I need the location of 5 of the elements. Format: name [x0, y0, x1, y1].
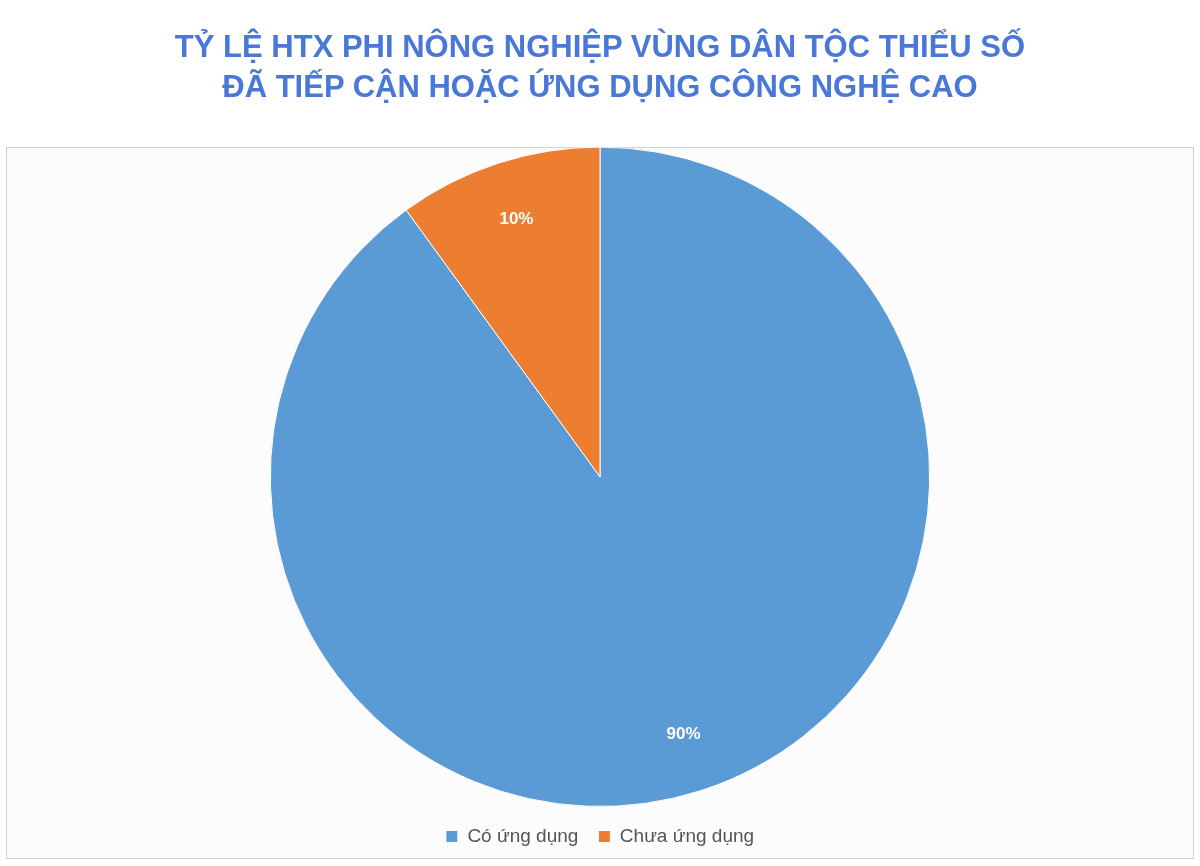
data-label: 90% [666, 723, 701, 743]
legend-label: Có ứng dụng [467, 824, 579, 846]
legend-label: Chưa ứng dụng [619, 824, 755, 846]
chart-title: TỶ LỆ HTX PHI NÔNG NGHIỆP VÙNG DÂN TỘC THIỂU SỐ ĐÃ TIẾP CẬN HOẶC ỨNG DỤNG CÔNG NGHỆ CAO [174, 27, 1026, 104]
data-label: 10% [499, 209, 534, 229]
